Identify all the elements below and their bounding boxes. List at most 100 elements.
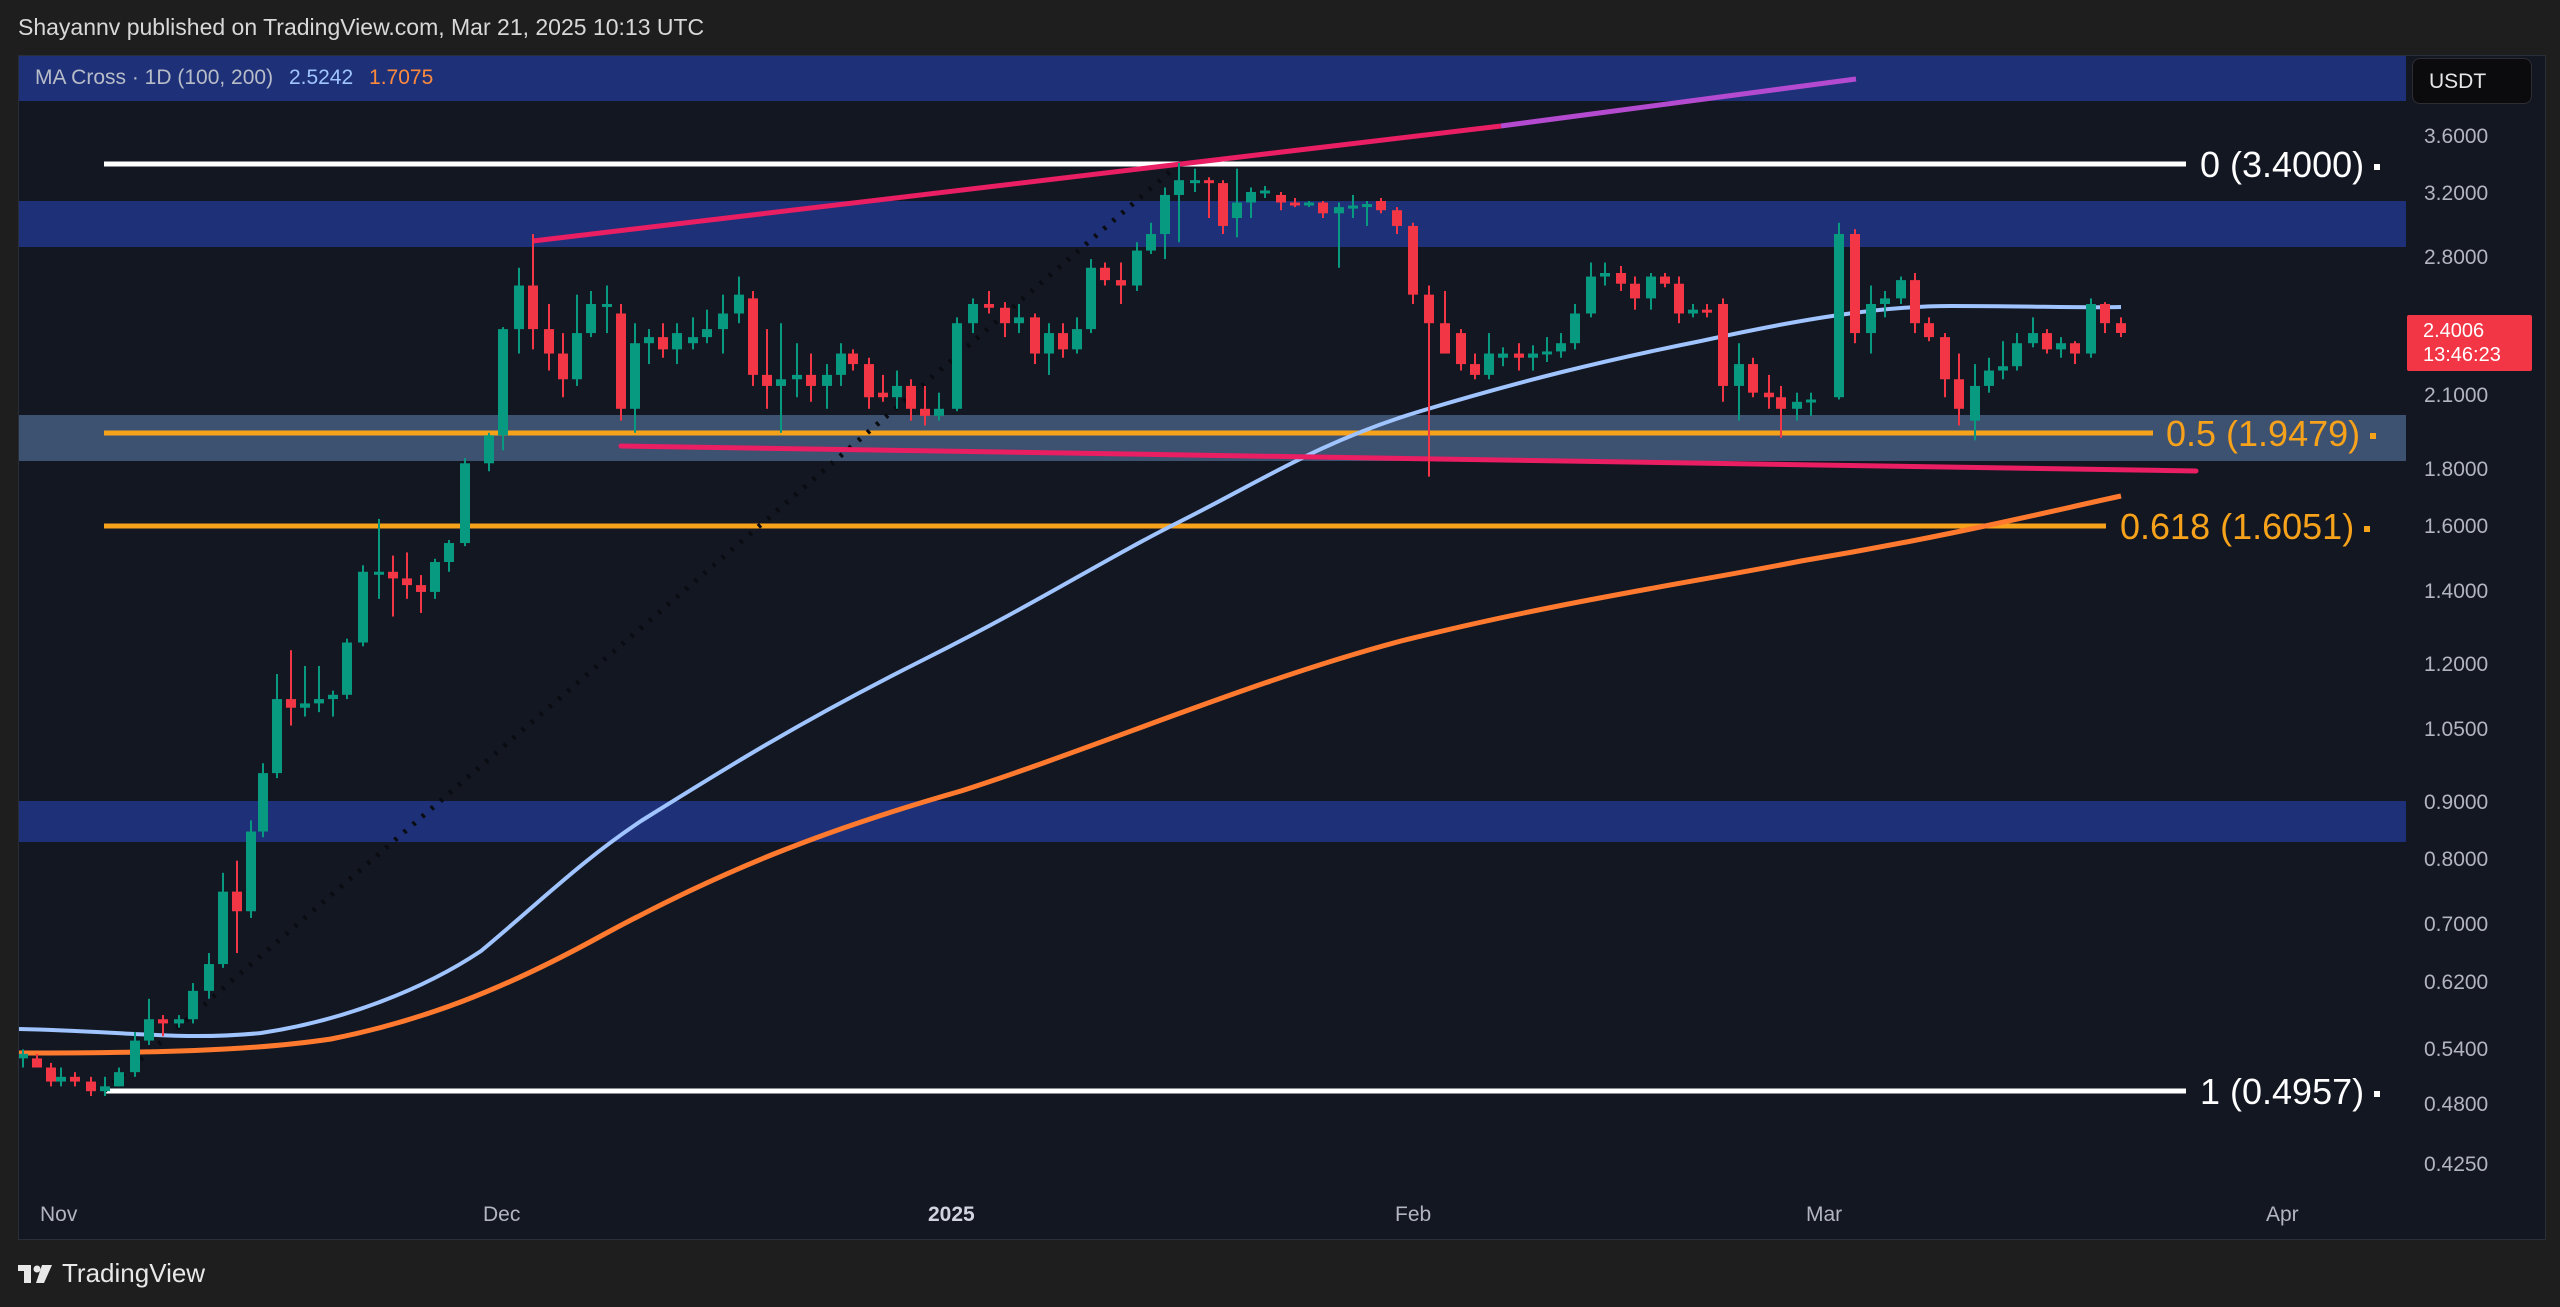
candle <box>1160 194 1170 235</box>
price-tick: 1.0500 <box>2424 718 2489 741</box>
price-chart[interactable] <box>19 56 2547 1241</box>
candle <box>1276 194 1286 203</box>
candle <box>1116 280 1126 286</box>
tradingview-logo[interactable]: TradingView <box>18 1258 205 1289</box>
trendline-lower <box>618 443 2199 474</box>
candle <box>1146 234 1156 251</box>
bar-countdown: 13:46:23 <box>2423 344 2501 366</box>
candle <box>906 385 916 409</box>
candle <box>1100 267 1110 281</box>
candle <box>1734 364 1744 386</box>
candle <box>1376 200 1386 211</box>
ma-200-line <box>19 493 2122 1056</box>
candle <box>1290 202 1300 206</box>
candle <box>1246 191 1256 203</box>
candle <box>1058 333 1068 350</box>
candle <box>1896 280 1906 299</box>
candle <box>558 353 568 380</box>
candle <box>430 562 440 592</box>
ma-100-line <box>19 303 2122 1039</box>
candle <box>1850 234 1860 334</box>
candle <box>1362 204 1372 208</box>
fib-label-1: 1 (0.4957) <box>2200 1071 2381 1113</box>
candle <box>1764 392 1774 398</box>
support-zone-lower <box>19 801 2406 842</box>
candle <box>658 337 668 350</box>
current-price: 2.4006 <box>2423 320 2485 342</box>
candle <box>2056 343 2066 350</box>
candle <box>1498 353 1508 358</box>
candle <box>1334 207 1344 214</box>
candle <box>934 408 944 416</box>
candle <box>1616 272 1626 284</box>
candle <box>1600 272 1610 277</box>
candle <box>1132 250 1142 286</box>
candle <box>1514 353 1524 358</box>
candle <box>1086 267 1096 330</box>
candle <box>2042 333 2052 350</box>
candle <box>86 1081 96 1092</box>
fib-trend-dotted <box>102 162 1181 1093</box>
candle <box>130 1040 140 1073</box>
indicator-bar-zone <box>19 56 2406 101</box>
currency-selector-button[interactable]: USDT <box>2412 58 2532 104</box>
price-tick: 3.2000 <box>2424 182 2489 205</box>
candle <box>1924 323 1934 338</box>
candle <box>806 374 816 386</box>
candle <box>1470 364 1480 375</box>
candle <box>114 1072 124 1087</box>
candle <box>460 463 470 544</box>
candle <box>1014 317 1024 324</box>
candle <box>688 337 698 344</box>
candle <box>892 385 902 398</box>
candle <box>300 703 310 708</box>
time-tick: Nov <box>40 1203 78 1226</box>
candle <box>762 374 772 386</box>
price-tick: 1.4000 <box>2424 580 2489 603</box>
candle <box>374 571 384 575</box>
chart-panel[interactable]: MA Cross · 1D (100, 200) 2.5242 1.7075 <box>18 55 2546 1240</box>
candle <box>484 435 494 464</box>
candle <box>1776 397 1786 409</box>
candle <box>586 303 596 334</box>
candle <box>1702 309 1712 313</box>
price-tick: 2.1000 <box>2424 384 2489 407</box>
time-tick: Mar <box>1806 1203 1843 1226</box>
candle <box>630 343 640 409</box>
candle <box>544 329 554 354</box>
candle <box>1880 298 1890 304</box>
candle <box>1646 276 1656 299</box>
candle <box>1674 283 1684 314</box>
candle <box>984 303 994 308</box>
candle <box>702 329 712 338</box>
candle <box>1866 303 1876 334</box>
candle <box>1570 313 1580 344</box>
price-tick: 3.6000 <box>2424 125 2489 148</box>
candle <box>822 374 832 386</box>
candle <box>388 571 398 579</box>
trendline-upper <box>532 123 1502 244</box>
time-tick: Feb <box>1395 1203 1432 1226</box>
candle <box>32 1058 42 1068</box>
candle <box>2070 343 2080 354</box>
ma-fast-value: 2.5242 <box>288 66 354 89</box>
candle <box>1954 379 1964 409</box>
candle <box>232 891 242 912</box>
candle <box>734 294 744 314</box>
candle <box>920 408 930 416</box>
candle <box>1030 317 1040 354</box>
candle <box>1000 307 1010 324</box>
indicator-legend[interactable]: MA Cross · 1D (100, 200) 2.5242 1.7075 <box>35 66 443 90</box>
candle <box>100 1086 110 1092</box>
candle <box>2100 303 2110 324</box>
trendline-upper-end <box>1500 76 1857 129</box>
candle <box>718 313 728 330</box>
current-price-tag: 2.4006 13:46:23 <box>2407 315 2532 371</box>
candle <box>1304 202 1314 206</box>
candle <box>602 303 612 307</box>
candle <box>2028 333 2038 344</box>
price-tick: 0.6200 <box>2424 971 2489 994</box>
candle <box>1260 190 1270 194</box>
candle <box>1484 353 1494 375</box>
price-tick: 1.8000 <box>2424 458 2489 481</box>
